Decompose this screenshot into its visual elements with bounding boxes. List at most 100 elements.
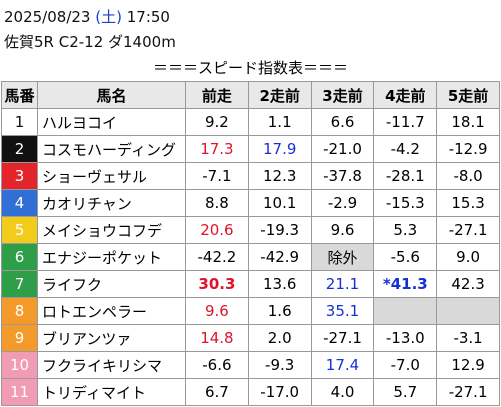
horse-number: 6 (1, 243, 38, 271)
horse-name: ショーヴェサル (37, 162, 186, 190)
speed-index: 1.6 (247, 297, 312, 325)
speed-index: -13.0 (373, 324, 438, 352)
speed-index: 5.3 (373, 216, 438, 244)
speed-index: -7.1 (185, 162, 249, 190)
speed-index: 14.8 (185, 324, 249, 352)
column-header: 2走前 (247, 81, 312, 109)
time: 17:50 (126, 8, 170, 26)
speed-index: 20.6 (185, 216, 249, 244)
race-info: 佐賀5R C2-12 ダ1400m (4, 33, 176, 51)
speed-index: 2.0 (247, 324, 312, 352)
column-header: 4走前 (373, 81, 438, 109)
column-header: 前走 (185, 81, 249, 109)
horse-number: 3 (1, 162, 38, 190)
speed-index: -37.8 (310, 162, 375, 190)
speed-index: -27.1 (436, 216, 500, 244)
column-header: 馬番 (1, 81, 38, 109)
table-row: 2 コスモハーディング 17.3 17.9 -21.0 -4.2 -12.9 (1, 135, 500, 163)
horse-name: エナジーポケット (37, 243, 186, 271)
horse-name: フクライキリシマ (37, 351, 186, 379)
speed-index: 17.9 (247, 135, 312, 163)
speed-index: -11.7 (373, 108, 438, 136)
speed-index: -9.3 (247, 351, 312, 379)
horse-name: メイショウコフデ (37, 216, 186, 244)
speed-index: 18.1 (436, 108, 500, 136)
speed-index: -17.0 (247, 378, 312, 406)
speed-index: 13.6 (247, 270, 312, 298)
speed-index: -5.6 (373, 243, 438, 271)
date-line: 2025/08/23 (土) 17:50 (4, 6, 170, 27)
table-title: ＝＝＝スピード指数表＝＝＝ (152, 59, 348, 77)
speed-index: 10.1 (247, 189, 312, 217)
speed-index: 9.6 (310, 216, 375, 244)
table-row: 7 ライフク 30.3 13.6 21.1 *41.3 42.3 (1, 270, 500, 298)
table-row: 8 ロトエンペラー 9.6 1.6 35.1 (1, 297, 500, 325)
speed-index: 8.8 (185, 189, 249, 217)
weekday: (土) (95, 8, 122, 26)
speed-index: -2.9 (310, 189, 375, 217)
speed-index: -15.3 (373, 189, 438, 217)
speed-index: -4.2 (373, 135, 438, 163)
horse-name: カオリチャン (37, 189, 186, 217)
horse-name: コスモハーディング (37, 135, 186, 163)
horse-number: 11 (1, 378, 38, 406)
table-row: 11 トリディマイト 6.7 -17.0 4.0 5.7 -27.1 (1, 378, 500, 406)
speed-table: 馬番 馬名 前走 2走前 3走前 4走前 5走前 1 ハルヨコイ 9.2 1.1 6.6 -11.7 1… (1, 81, 500, 406)
horse-number: 7 (1, 270, 38, 298)
horse-name: ハルヨコイ (37, 108, 186, 136)
horse-name: ロトエンペラー (37, 297, 186, 325)
speed-index: -3.1 (436, 324, 500, 352)
speed-index: 21.1 (310, 270, 375, 298)
speed-index: -27.1 (436, 378, 500, 406)
horse-number: 4 (1, 189, 38, 217)
speed-index (436, 297, 500, 325)
header-row: 馬番 馬名 前走 2走前 3走前 4走前 5走前 (1, 81, 500, 109)
column-header: 3走前 (310, 81, 375, 109)
horse-number: 5 (1, 216, 38, 244)
speed-index: 9.2 (185, 108, 249, 136)
table-row: 3 ショーヴェサル -7.1 12.3 -37.8 -28.1 -8.0 (1, 162, 500, 190)
table-row: 1 ハルヨコイ 9.2 1.1 6.6 -11.7 18.1 (1, 108, 500, 136)
speed-index: 35.1 (310, 297, 375, 325)
speed-index: -42.2 (185, 243, 249, 271)
speed-index: 1.1 (247, 108, 312, 136)
column-header: 馬名 (37, 81, 186, 109)
table-row: 5 メイショウコフデ 20.6 -19.3 9.6 5.3 -27.1 (1, 216, 500, 244)
speed-index: -8.0 (436, 162, 500, 190)
horse-number: 2 (1, 135, 38, 163)
table-row: 4 カオリチャン 8.8 10.1 -2.9 -15.3 15.3 (1, 189, 500, 217)
speed-index: 9.6 (185, 297, 249, 325)
speed-index (373, 297, 438, 325)
speed-index: 17.3 (185, 135, 249, 163)
speed-index: -6.6 (185, 351, 249, 379)
horse-name: ライフク (37, 270, 186, 298)
speed-index: 12.9 (436, 351, 500, 379)
date: 2025/08/23 (4, 8, 91, 26)
speed-index: -19.3 (247, 216, 312, 244)
horse-number: 9 (1, 324, 38, 352)
speed-index: 除外 (310, 243, 375, 271)
horse-number: 8 (1, 297, 38, 325)
speed-index: -27.1 (310, 324, 375, 352)
table-row: 6 エナジーポケット -42.2 -42.9 除外 -5.6 9.0 (1, 243, 500, 271)
speed-index: 9.0 (436, 243, 500, 271)
table-row: 10 フクライキリシマ -6.6 -9.3 17.4 -7.0 12.9 (1, 351, 500, 379)
speed-index: 30.3 (185, 270, 249, 298)
speed-index: -28.1 (373, 162, 438, 190)
horse-name: ブリアンツァ (37, 324, 186, 352)
horse-number: 1 (1, 108, 38, 136)
speed-index: 5.7 (373, 378, 438, 406)
table-row: 9 ブリアンツァ 14.8 2.0 -27.1 -13.0 -3.1 (1, 324, 500, 352)
horse-name: トリディマイト (37, 378, 186, 406)
speed-index: -21.0 (310, 135, 375, 163)
speed-index: 15.3 (436, 189, 500, 217)
speed-index: 17.4 (310, 351, 375, 379)
speed-index: -12.9 (436, 135, 500, 163)
speed-index: 6.6 (310, 108, 375, 136)
speed-index: *41.3 (373, 270, 438, 298)
speed-index: 12.3 (247, 162, 312, 190)
speed-index: 42.3 (436, 270, 500, 298)
speed-index: 4.0 (310, 378, 375, 406)
column-header: 5走前 (436, 81, 500, 109)
